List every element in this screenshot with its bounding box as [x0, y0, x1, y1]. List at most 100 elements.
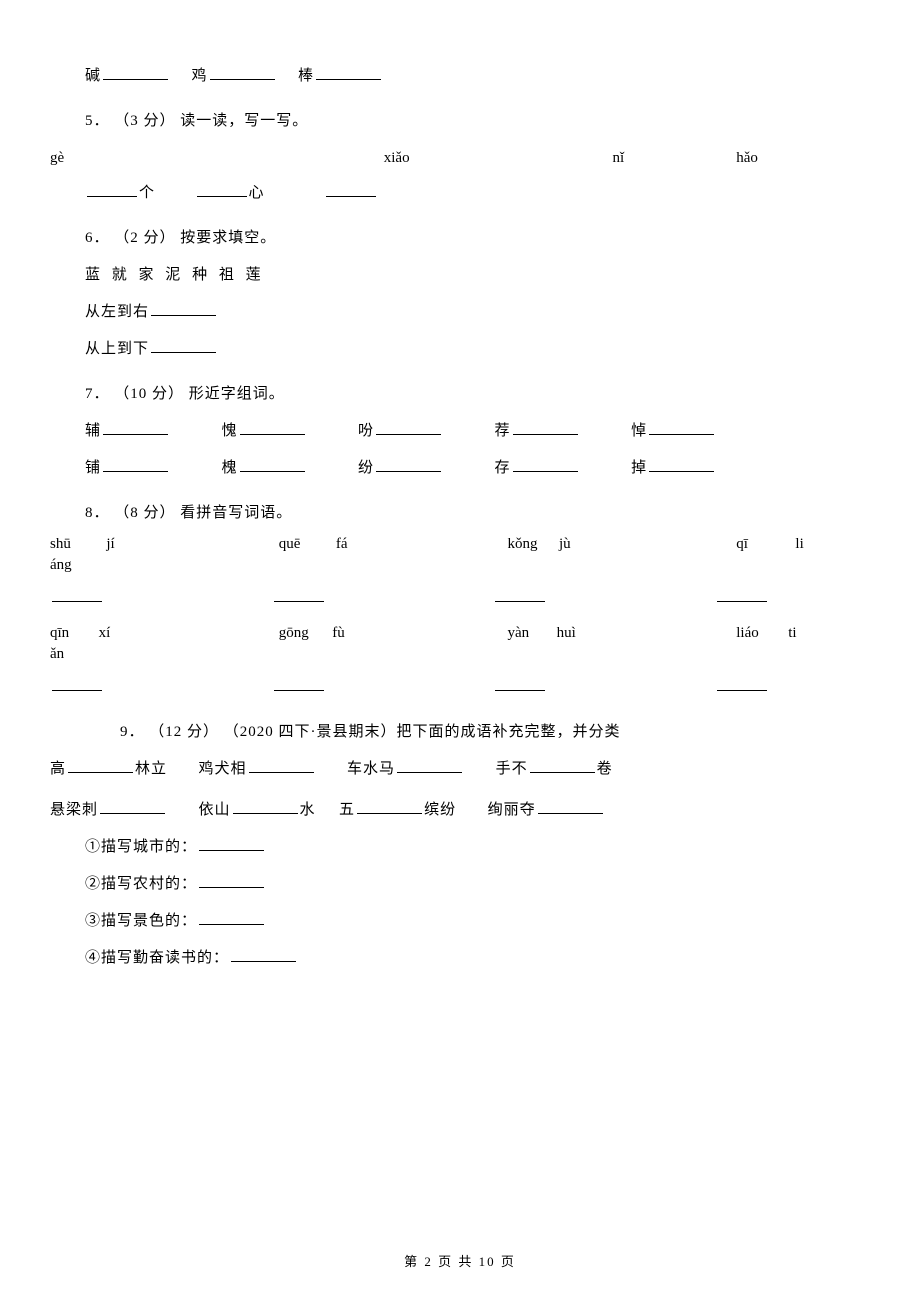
q5-pinyin-4: hǎo [736, 150, 758, 166]
pinyin: kǒng [508, 536, 538, 552]
idiom-part: 车水马 [347, 761, 395, 777]
q6-char: 就 [112, 267, 128, 283]
blank[interactable] [274, 587, 324, 602]
blank[interactable] [151, 338, 216, 353]
idiom-part: 绚丽夺 [488, 802, 536, 818]
blank[interactable] [231, 947, 296, 962]
blank[interactable] [538, 799, 603, 814]
blank[interactable] [87, 182, 137, 197]
pinyin: fù [332, 625, 345, 641]
q5-char-1: 个 [139, 185, 155, 201]
blank[interactable] [103, 420, 168, 435]
q6-char: 祖 [219, 267, 235, 283]
page-footer: 第 2 页 共 10 页 [0, 1248, 920, 1277]
q6-char: 莲 [246, 267, 262, 283]
pinyin: gōng [279, 625, 309, 641]
q7-char: 掉 [631, 460, 647, 476]
blank[interactable] [513, 457, 578, 472]
pinyin: xí [99, 625, 111, 641]
q8-blank-row2 [50, 671, 870, 704]
blank[interactable] [357, 799, 422, 814]
q7-char: 悼 [631, 423, 647, 439]
q8-label: 8． （8 分） 看拼音写词语。 [85, 497, 870, 530]
q8-pinyin-row1: shū jí quē fá kǒng jù qī li áng [50, 534, 870, 576]
pinyin-wrap: ǎn [50, 646, 64, 662]
q9-cat2-label: ②描写农村的： [85, 876, 197, 892]
blank[interactable] [199, 836, 264, 851]
blank[interactable] [52, 676, 102, 691]
blank[interactable] [151, 301, 216, 316]
q6-row2: 从上到下 [85, 333, 870, 366]
q9-cat2: ②描写农村的： [85, 868, 870, 901]
q6-row2-label: 从上到下 [85, 341, 149, 357]
q7-char: 荐 [495, 423, 511, 439]
q7-char: 铺 [85, 460, 101, 476]
q7-char: 辅 [85, 423, 101, 439]
pinyin: liáo [736, 625, 759, 641]
idiom-part: 林立 [135, 761, 167, 777]
q7-char: 愧 [222, 423, 238, 439]
blank[interactable] [495, 587, 545, 602]
blank[interactable] [249, 758, 314, 773]
blank[interactable] [717, 676, 767, 691]
idiom-part: 手不 [496, 761, 528, 777]
pinyin: qīn [50, 625, 69, 641]
blank[interactable] [316, 65, 381, 80]
blank[interactable] [233, 799, 298, 814]
blank[interactable] [199, 910, 264, 925]
idiom-part: 缤纷 [424, 802, 456, 818]
q5-pinyin-row: gè xiǎo nǐ hǎo [50, 142, 870, 175]
idiom-part: 依山 [199, 802, 231, 818]
q6-char: 蓝 [85, 267, 101, 283]
blank[interactable] [495, 676, 545, 691]
blank[interactable] [530, 758, 595, 773]
blank[interactable] [103, 65, 168, 80]
pinyin: yàn [508, 625, 530, 641]
blank[interactable] [376, 457, 441, 472]
blank[interactable] [199, 873, 264, 888]
q7-char: 吩 [358, 423, 374, 439]
q9-label: 9． （12 分） （2020 四下·景县期末）把下面的成语补充完整，并分类 [85, 716, 870, 749]
q7-char: 槐 [222, 460, 238, 476]
blank[interactable] [397, 758, 462, 773]
idiom-part: 高 [50, 761, 66, 777]
idiom-part: 水 [300, 802, 316, 818]
q5-pinyin-2: xiǎo [384, 150, 410, 166]
pinyin: quē [279, 536, 301, 552]
q5-char-2: 心 [249, 185, 265, 201]
blank[interactable] [649, 420, 714, 435]
q5-answer-row: 个 心 [85, 177, 870, 210]
blank[interactable] [210, 65, 275, 80]
blank[interactable] [717, 587, 767, 602]
blank[interactable] [274, 676, 324, 691]
blank[interactable] [100, 799, 165, 814]
pinyin: shū [50, 536, 71, 552]
q6-char: 家 [139, 267, 155, 283]
q9-line1: 高林立 鸡犬相 车水马 手不卷 [50, 753, 870, 786]
blank[interactable] [240, 457, 305, 472]
pinyin: jù [559, 536, 571, 552]
pinyin-wrap: áng [50, 557, 72, 573]
q9-cat4: ④描写勤奋读书的： [85, 942, 870, 975]
idiom-part: 鸡犬相 [199, 761, 247, 777]
q7-row1: 辅 愧 吩 荐 悼 [85, 415, 870, 448]
pinyin: qī [736, 536, 748, 552]
q6-chars: 蓝 就 家 泥 种 祖 莲 [85, 259, 870, 292]
blank[interactable] [649, 457, 714, 472]
blank[interactable] [103, 457, 168, 472]
q6-char: 种 [192, 267, 208, 283]
blank[interactable] [240, 420, 305, 435]
blank[interactable] [376, 420, 441, 435]
q9-cat3: ③描写景色的： [85, 905, 870, 938]
q9-cat1: ①描写城市的： [85, 831, 870, 864]
q4-char-2: 鸡 [192, 68, 208, 84]
blank[interactable] [197, 182, 247, 197]
blank[interactable] [326, 182, 376, 197]
blank[interactable] [68, 758, 133, 773]
blank[interactable] [513, 420, 578, 435]
blank[interactable] [52, 587, 102, 602]
q5-pinyin-3: nǐ [613, 150, 625, 166]
idiom-part: 五 [339, 802, 355, 818]
q6-char: 泥 [165, 267, 181, 283]
q6-label: 6． （2 分） 按要求填空。 [85, 222, 870, 255]
